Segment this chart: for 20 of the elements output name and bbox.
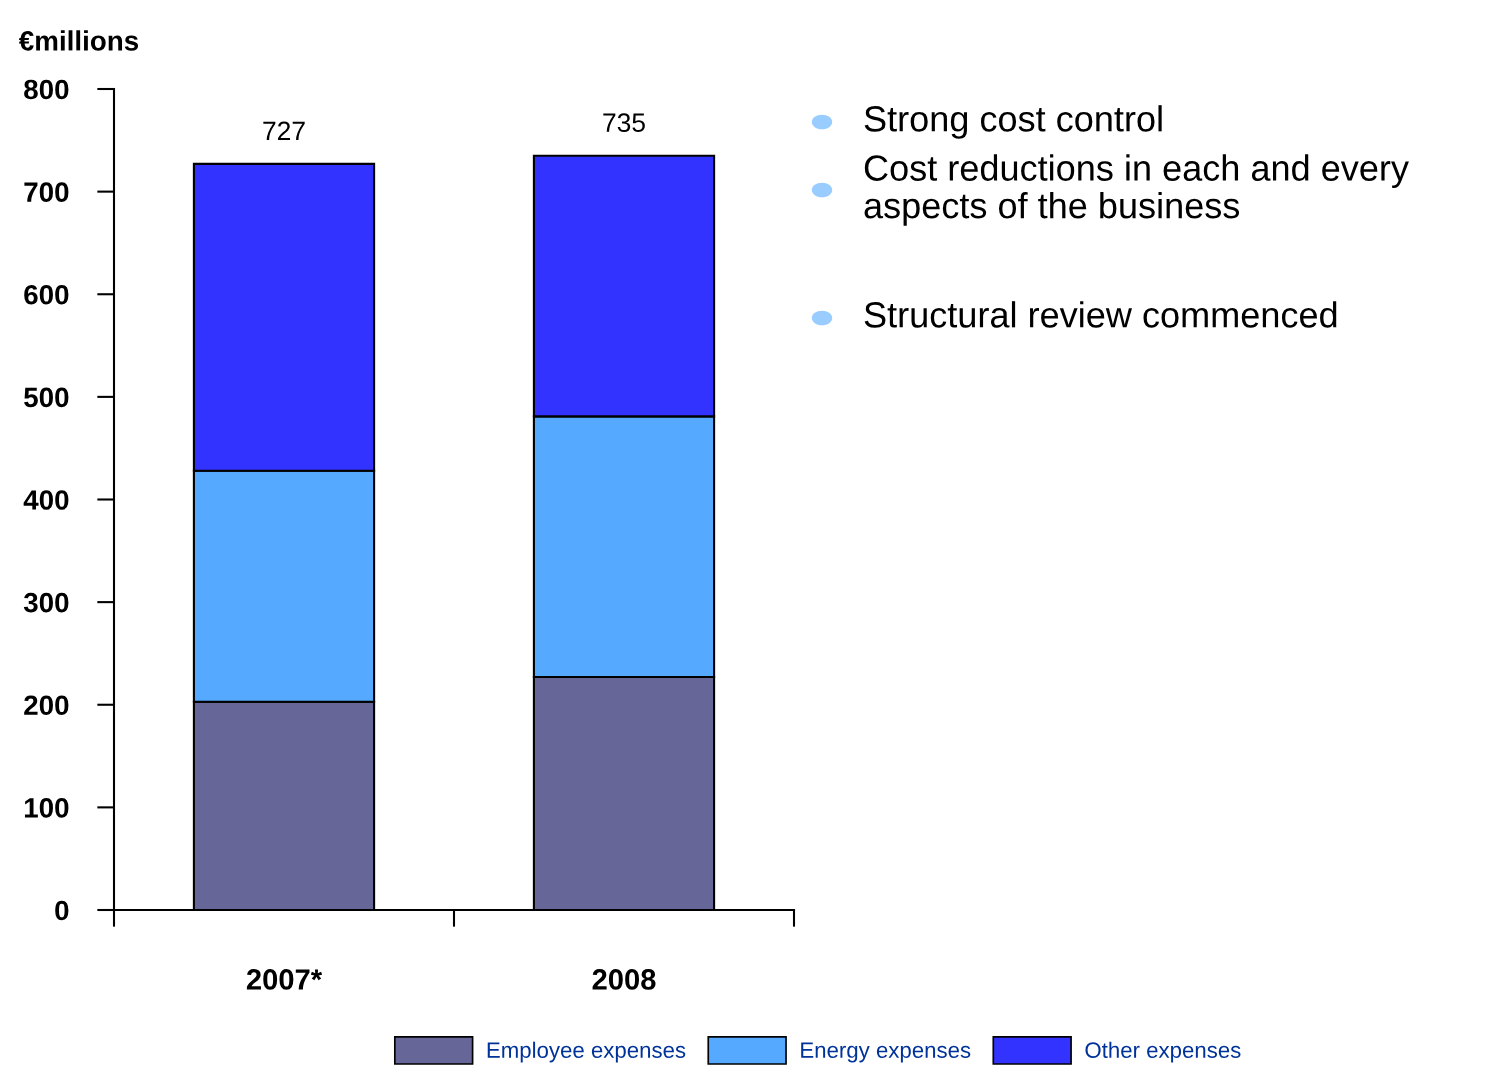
y-tick-label: 200 <box>24 695 69 716</box>
total-label: 735 <box>603 113 645 133</box>
y-tick-label: 500 <box>24 387 69 408</box>
legend-label: Energy expenses <box>801 1042 971 1063</box>
text: Structural review commenced <box>864 301 1337 328</box>
legend-label: Employee expenses <box>487 1041 686 1063</box>
y-tick-label: 800 <box>24 79 69 100</box>
y-axis-title: €millions <box>18 30 139 51</box>
y-tick-label: 700 <box>24 182 69 202</box>
y-tick-label: 100 <box>24 798 69 818</box>
y-tick-label: 400 <box>23 490 69 510</box>
y-tick-label: 0 <box>55 900 69 921</box>
total-label: 727 <box>263 121 305 140</box>
x-tick-label: 2007* <box>246 969 323 990</box>
legend-label: Other expenses <box>1085 1041 1241 1063</box>
y-tick-label: 600 <box>24 284 69 305</box>
text: Strong cost control <box>864 105 1162 139</box>
text: Cost reductions in each and every aspects of the business <box>864 154 1409 226</box>
y-tick-label: 300 <box>23 592 69 613</box>
x-tick-label: 2008 <box>592 969 656 990</box>
